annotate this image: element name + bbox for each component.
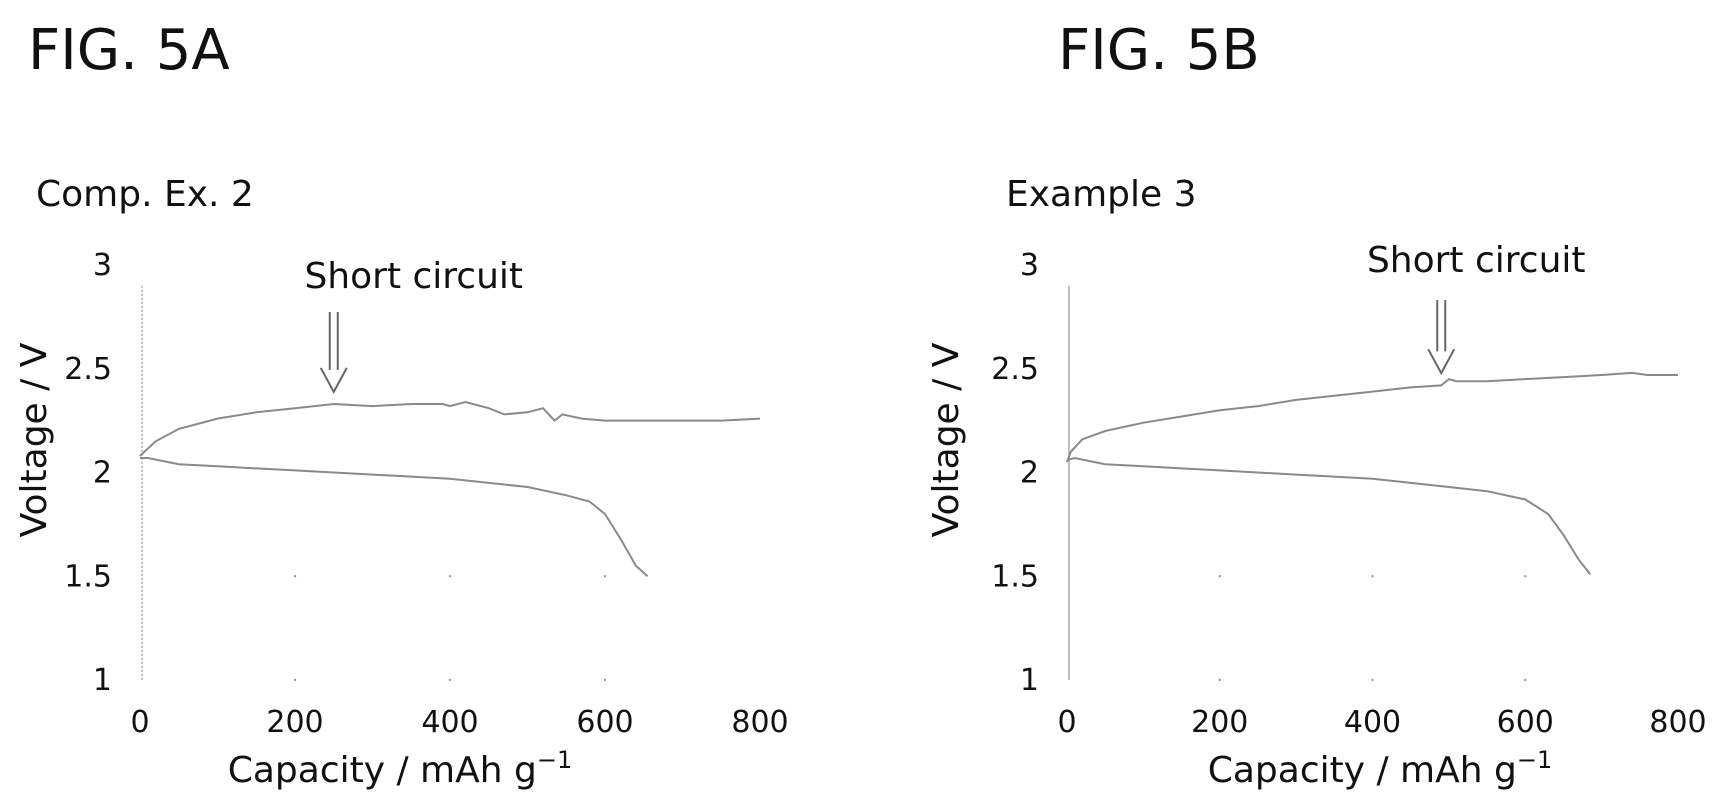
grid-dot xyxy=(1524,575,1527,578)
down-arrow-icon xyxy=(319,312,348,394)
grid-dot xyxy=(448,678,452,682)
x-tick-label: 800 xyxy=(1649,705,1706,740)
annotation-label: Short circuit xyxy=(1367,240,1586,281)
y-tick-label: 2.5 xyxy=(991,352,1039,387)
grid-dot xyxy=(1218,678,1221,682)
series-group xyxy=(1066,371,1678,575)
y-tick-label: 2.5 xyxy=(64,352,112,387)
x-tick-label: 0 xyxy=(1057,705,1076,740)
x-tick-label: 400 xyxy=(1344,705,1401,740)
y-tick-label: 3 xyxy=(1020,248,1039,283)
charge-curve xyxy=(1066,371,1678,463)
grid-dot xyxy=(293,575,297,578)
chart-subtitle: Example 3 xyxy=(1006,174,1197,215)
grid-dot xyxy=(1371,678,1374,682)
short-circuit-annotation: Short circuit xyxy=(304,256,523,394)
y-tick-label: 1.5 xyxy=(991,559,1039,594)
grid-dot xyxy=(448,575,452,578)
annotation-label: Short circuit xyxy=(304,256,523,297)
y-axis-label: Voltage / V xyxy=(926,342,967,537)
y-tick-label: 2 xyxy=(93,456,112,491)
x-tick-label: 400 xyxy=(421,705,478,740)
chart-panel-comp-ex-2: Comp. Ex. 2 Voltage / V Capacity / mAh g… xyxy=(14,174,789,791)
y-tick-label: 1.5 xyxy=(64,559,112,594)
grid-dot xyxy=(1524,678,1527,682)
grid-dot xyxy=(603,678,607,682)
discharge-curve xyxy=(1066,456,1591,575)
grid-dot xyxy=(1371,575,1374,578)
x-tick-label: 200 xyxy=(1191,705,1248,740)
grid-dot xyxy=(1218,575,1221,578)
y-tick-labels: 1 1.5 2 2.5 3 xyxy=(991,248,1527,698)
chart-subtitle: Comp. Ex. 2 xyxy=(36,174,254,215)
chart-panel-example-3: Example 3 Voltage / V Capacity / mAh g−1… xyxy=(926,174,1707,791)
down-arrow-icon xyxy=(1427,300,1456,376)
x-tick-label: 200 xyxy=(266,705,323,740)
x-tick-labels: 0 200 400 600 800 xyxy=(130,705,788,740)
x-tick-label: 0 xyxy=(130,705,149,740)
x-tick-label: 600 xyxy=(1497,705,1554,740)
x-tick-label: 800 xyxy=(731,705,788,740)
figure-5a-label: FIG. 5A xyxy=(28,18,230,83)
grid-dot xyxy=(603,575,607,578)
charge-curve xyxy=(139,400,761,457)
y-tick-labels: 1 1.5 2 2.5 3 xyxy=(64,248,607,698)
x-tick-labels: 0 200 400 600 800 xyxy=(1057,705,1706,740)
y-tick-label: 2 xyxy=(1020,456,1039,491)
discharge-curve xyxy=(140,457,649,578)
x-axis-label: Capacity / mAh g−1 xyxy=(1208,746,1553,791)
y-tick-label: 1 xyxy=(1020,663,1039,698)
x-axis-label: Capacity / mAh g−1 xyxy=(228,746,573,791)
series-group xyxy=(139,400,761,578)
figure-5b-label: FIG. 5B xyxy=(1058,18,1260,83)
grid-dot xyxy=(293,678,297,682)
y-tick-label: 3 xyxy=(93,248,112,283)
y-tick-label: 1 xyxy=(93,663,112,698)
x-tick-label: 600 xyxy=(576,705,633,740)
y-axis-label: Voltage / V xyxy=(14,342,55,537)
short-circuit-annotation: Short circuit xyxy=(1367,240,1586,376)
